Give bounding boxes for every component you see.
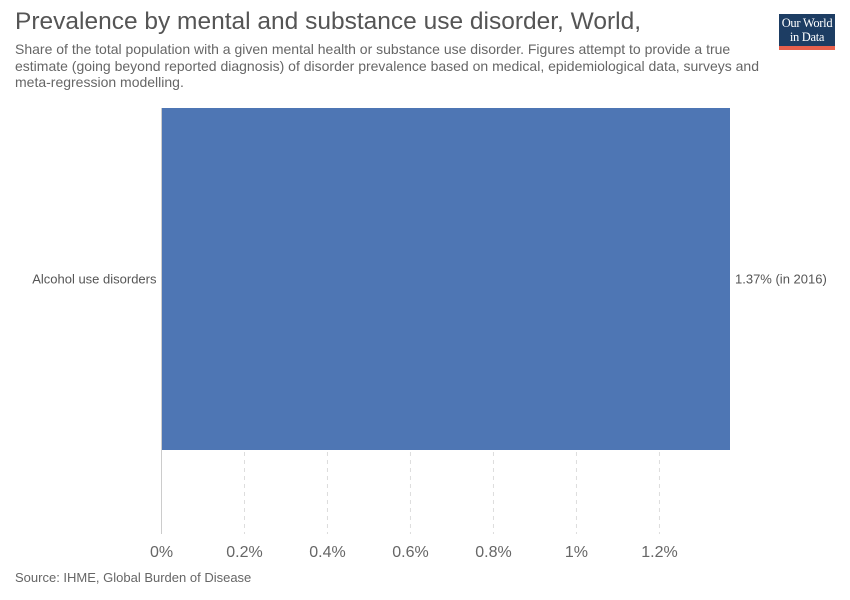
chart-subtitle: Share of the total population with a giv…	[15, 41, 759, 90]
x-tick-label: 0.4%	[309, 544, 345, 561]
x-tick-label: 0.2%	[226, 544, 262, 561]
category-label: Alcohol use disorders	[32, 272, 157, 287]
x-tick-label: 0.6%	[392, 544, 428, 561]
source-note[interactable]: Source: IHME, Global Burden of Disease	[15, 570, 252, 585]
bar	[161, 108, 730, 450]
logo-line-2: in Data	[789, 30, 825, 44]
bar-value-label: 1.37% (in 2016)	[735, 272, 827, 287]
x-tick-label: 1.2%	[641, 544, 677, 561]
logo-line-1: Our World	[781, 16, 833, 30]
chart-title: Prevalence by mental and substance use d…	[15, 8, 642, 35]
x-tick-label: 0%	[150, 544, 173, 561]
x-tick-label: 0.8%	[475, 544, 511, 561]
x-tick-label: 1%	[565, 544, 588, 561]
owid-logo[interactable]: Our World in Data	[779, 14, 835, 50]
